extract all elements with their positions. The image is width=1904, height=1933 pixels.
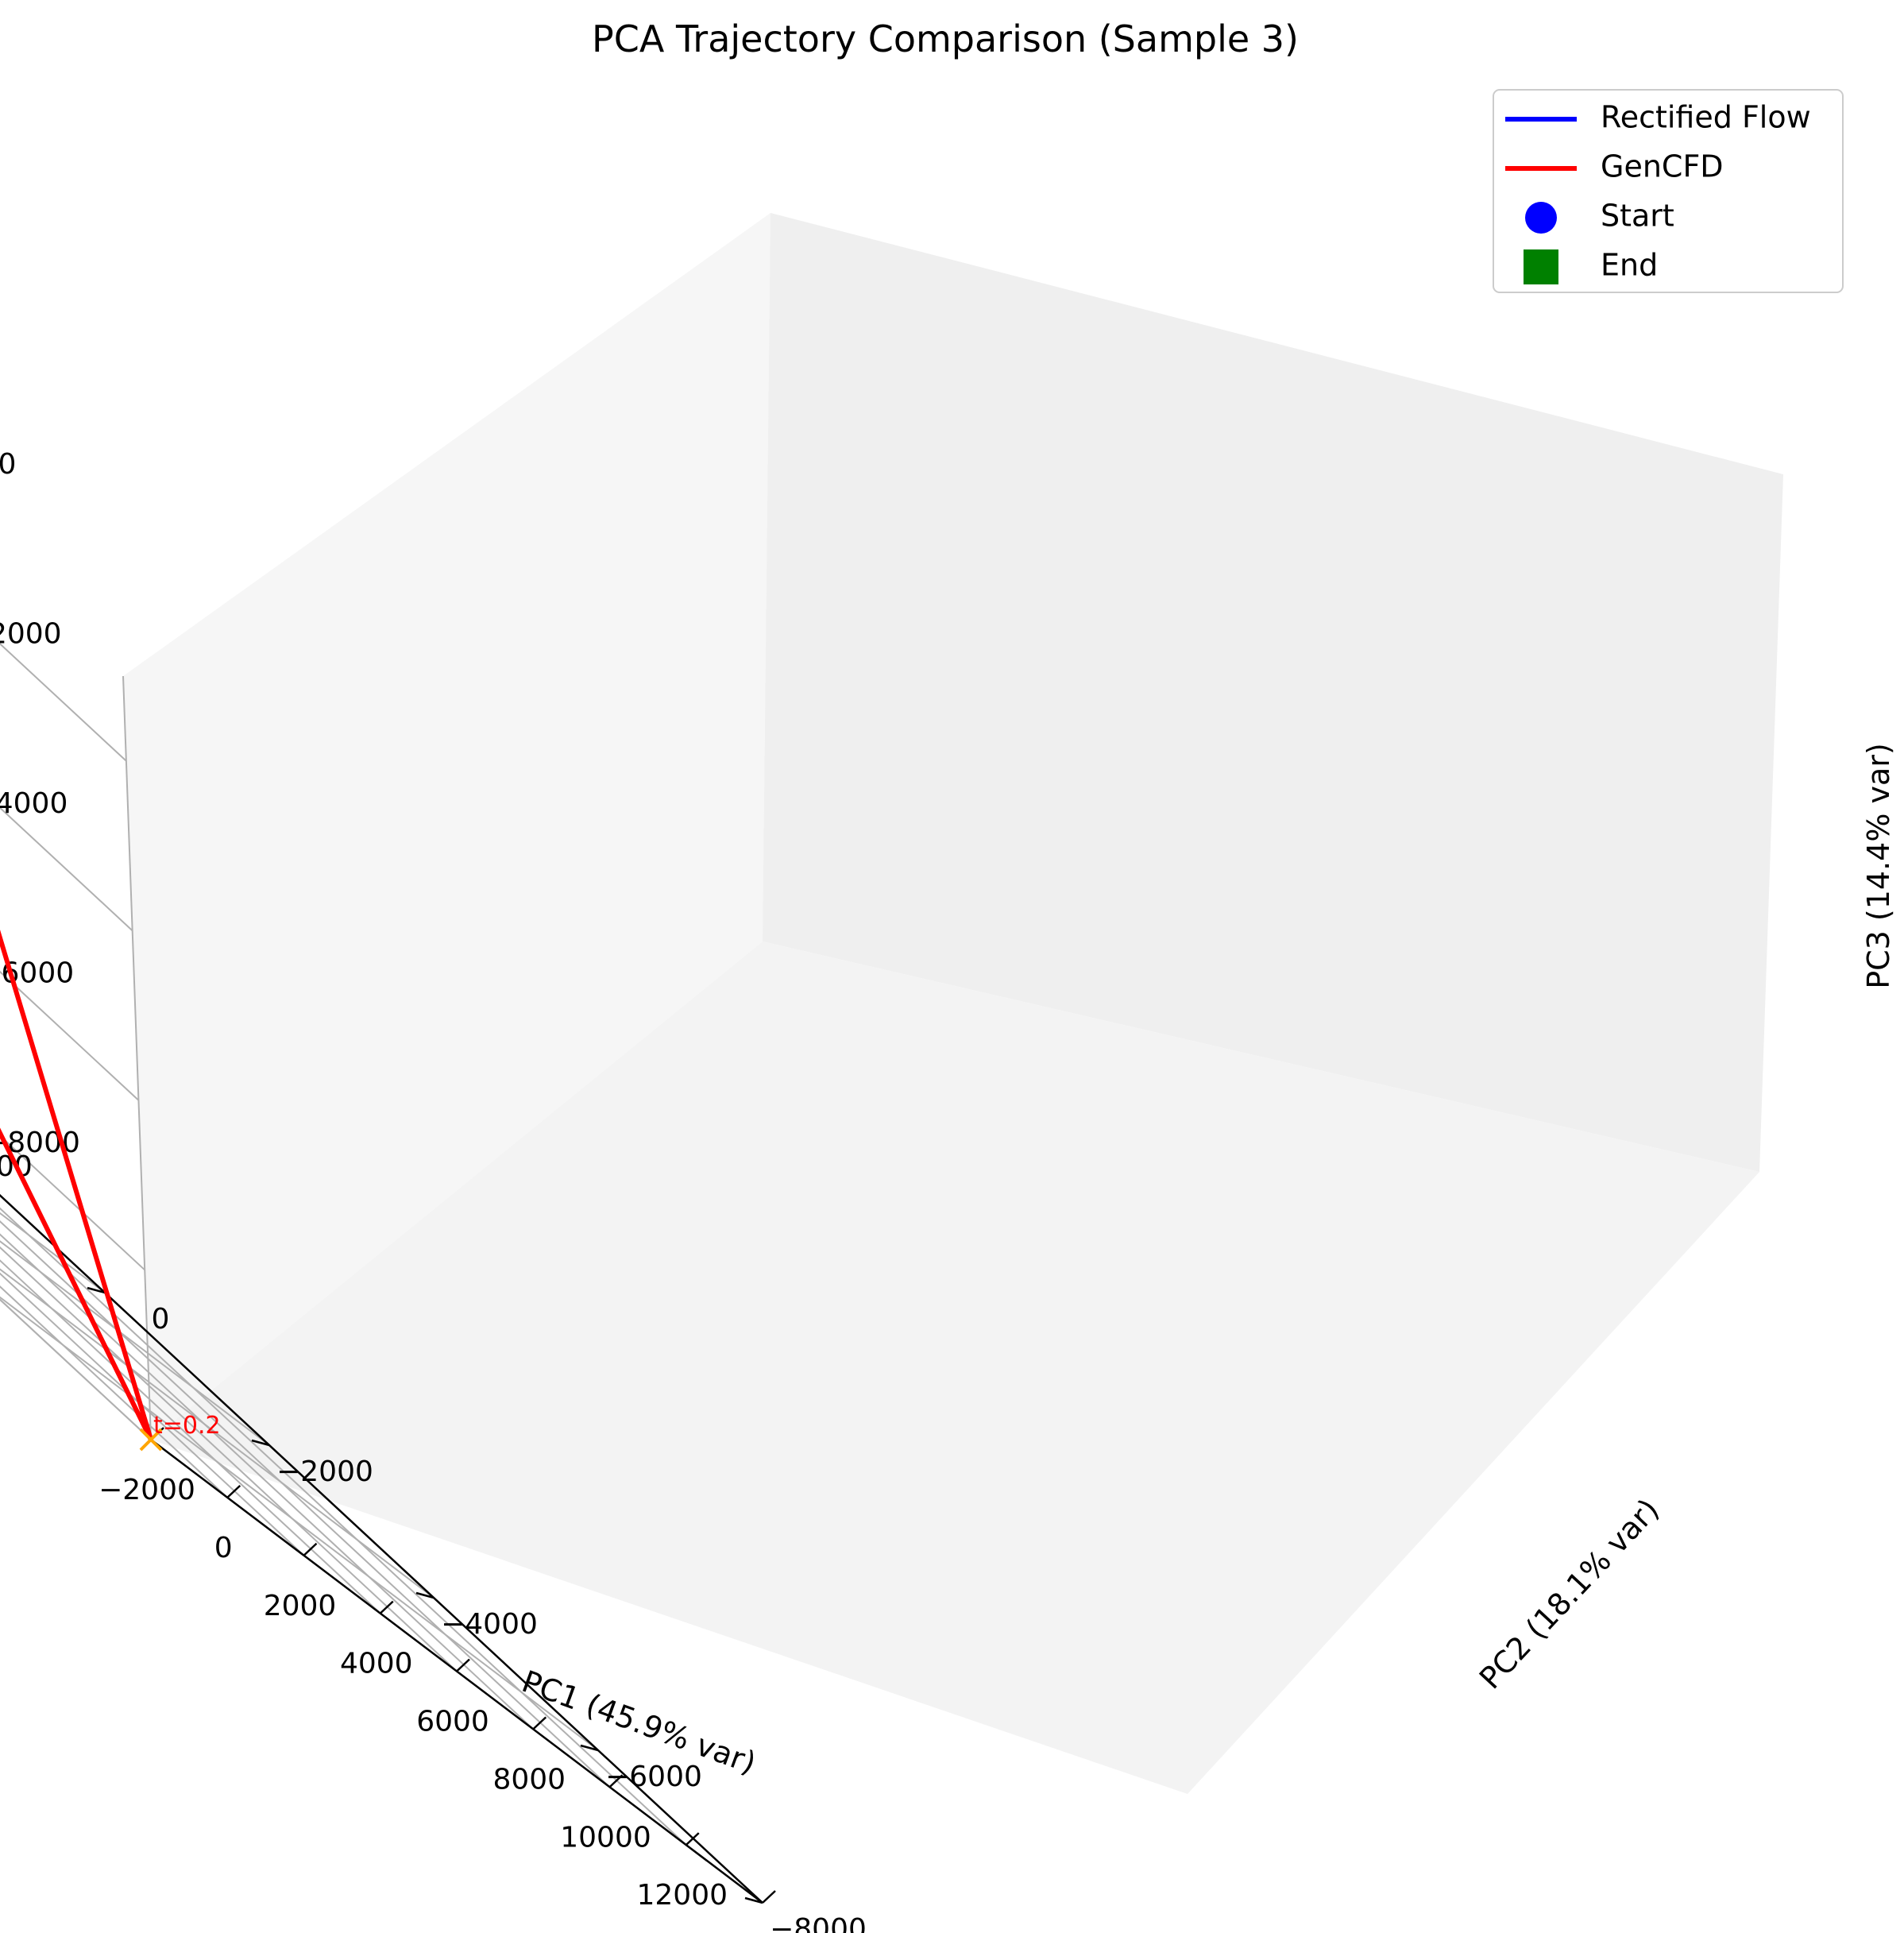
legend-circle-swatch: [1525, 202, 1557, 234]
y-tick-label: −6000: [605, 1761, 702, 1793]
y-tick-label: −8000: [770, 1913, 867, 1933]
legend-label: End: [1601, 248, 1658, 283]
tick-labels: −200002000400060008000100001200014000−80…: [0, 448, 867, 1933]
y-axis-line: [0, 1193, 763, 1904]
grid-line-x: [0, 1246, 458, 1672]
pane-back: [763, 213, 1783, 1172]
z-tick-label: 0: [0, 448, 16, 481]
y-tick-label: −4000: [441, 1608, 538, 1641]
pane-floor: [151, 941, 1759, 1794]
z-tick-label: −2000: [0, 617, 62, 650]
x-tick-mark: [456, 1658, 470, 1672]
x-tick-label: 10000: [560, 1821, 651, 1854]
annotation-x-marker: [139, 1428, 163, 1452]
pane-left: [123, 213, 770, 1440]
x-tick-label: 4000: [340, 1648, 413, 1680]
grid-line-x: [0, 1220, 611, 1788]
grid-line-z: [0, 970, 140, 1101]
legend-label: GenCFD: [1601, 149, 1724, 184]
grid-line-x: [0, 1207, 687, 1846]
legend-label: Rectified Flow: [1601, 100, 1811, 135]
grid-line-y: [0, 1240, 270, 1446]
y-tick-mark: [415, 1591, 434, 1599]
y-tick-mark: [251, 1439, 270, 1447]
x-tick-label: 12000: [636, 1879, 728, 1912]
x-tick-mark: [303, 1542, 318, 1556]
x-tick-label: −2000: [98, 1474, 195, 1506]
x-tick-label: 0: [214, 1532, 233, 1564]
grid-line-y: [0, 1296, 599, 1751]
grid-line-z: [0, 1135, 145, 1271]
x-tick-mark: [379, 1600, 394, 1614]
chart-title: PCA Trajectory Comparison (Sample 3): [592, 17, 1299, 60]
y-tick-mark: [744, 1896, 763, 1904]
grid-line-x: [0, 1272, 305, 1556]
grid-line-y: [122, 675, 152, 1440]
grid-line-y: [0, 1212, 106, 1293]
x-tick-mark: [226, 1484, 241, 1498]
x-tick-mark: [762, 1890, 776, 1904]
z-axis-title: PC3 (14.4% var): [1861, 743, 1896, 989]
legend-label: Start: [1601, 199, 1674, 234]
z-tick-label: −4000: [0, 787, 68, 820]
legend: Rectified Flow GenCFD Start End: [1493, 89, 1844, 293]
y-tick-label: −2000: [276, 1456, 373, 1488]
x-tick-label: 6000: [416, 1706, 489, 1738]
legend-frame: [1493, 89, 1844, 293]
x-tick-label: 2000: [264, 1590, 337, 1622]
y-tick-mark: [87, 1286, 106, 1294]
x-tick-mark: [685, 1832, 700, 1846]
y-tick-label: 0: [152, 1303, 170, 1336]
x-tick-mark: [532, 1716, 547, 1730]
y-tick-mark: [580, 1744, 599, 1752]
grid-line-x: [0, 1259, 381, 1614]
grid-line-z: [0, 1298, 152, 1440]
grid-line-x: [0, 1285, 228, 1498]
legend-square-swatch: [1524, 249, 1558, 284]
annotations: t=0.7t=0.2t=0.7t=0.4t=0.2t=0.1: [139, 1412, 221, 1452]
x-tick-mark: [608, 1774, 624, 1788]
annotation-label: t=0.2: [153, 1412, 221, 1440]
x-tick-label: 8000: [492, 1763, 566, 1796]
y-axis-title: PC2 (18.1% var): [1473, 1492, 1666, 1695]
